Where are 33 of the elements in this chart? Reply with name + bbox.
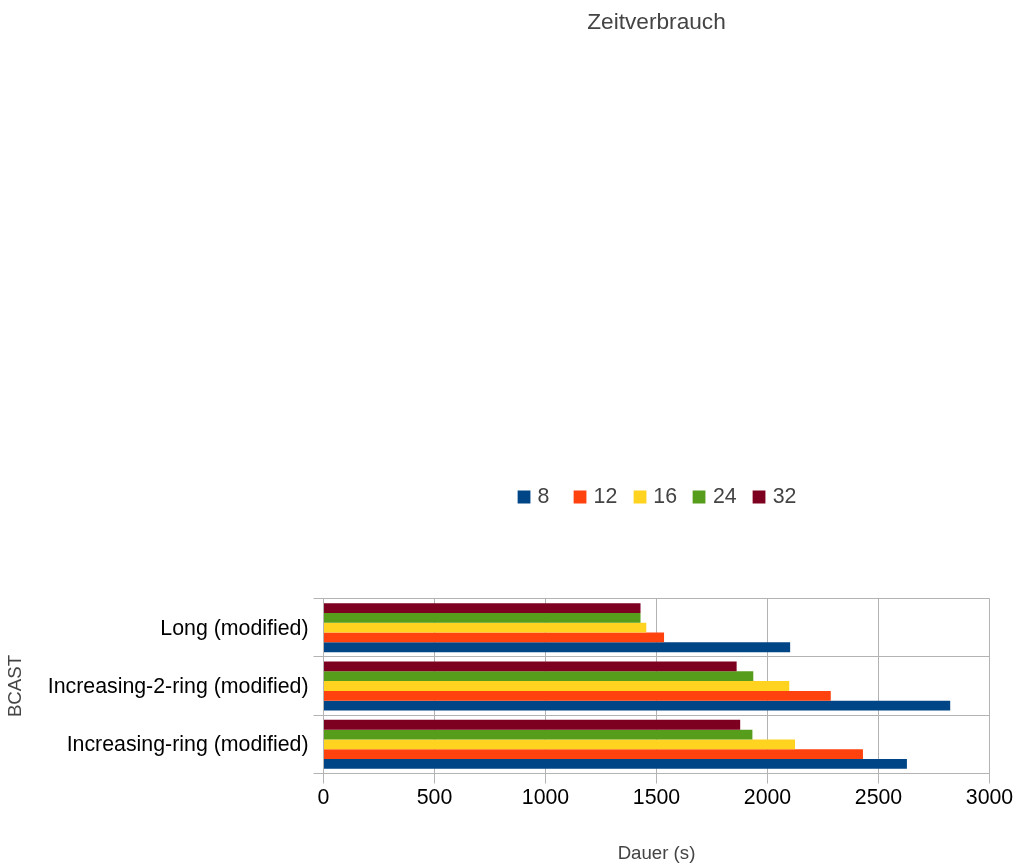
x-tick-label: 2500 <box>854 784 903 809</box>
bar <box>323 681 790 691</box>
legend-label: 16 <box>653 483 677 509</box>
bar <box>323 632 665 643</box>
y-axis-title: BCAST <box>3 654 25 718</box>
legend-label: 12 <box>593 483 618 509</box>
bar <box>323 671 754 682</box>
bar <box>323 642 791 653</box>
y-tick-label: Increasing-ring (modified) <box>66 732 309 757</box>
bar <box>323 729 753 740</box>
bar <box>323 700 951 711</box>
bar <box>323 690 831 701</box>
x-tick-label: 0 <box>317 784 330 809</box>
x-tick-label: 2000 <box>743 784 792 809</box>
bar <box>323 739 796 750</box>
y-tick-label: Increasing-2-ring (modified) <box>47 674 309 698</box>
x-axis-title: Dauer (s) <box>617 841 696 863</box>
bar <box>323 603 641 613</box>
legend-label: 24 <box>713 483 737 509</box>
x-tick-label: 3000 <box>965 784 1014 809</box>
bar <box>323 612 641 623</box>
legend-label: 32 <box>772 483 797 509</box>
bar <box>323 719 741 730</box>
x-tick-label: 500 <box>416 784 453 809</box>
bar <box>323 759 907 769</box>
bar <box>323 749 863 760</box>
x-tick-label: 1000 <box>521 784 570 809</box>
bar <box>323 622 647 633</box>
legend-label: 8 <box>537 483 551 509</box>
x-tick-label: 1500 <box>632 784 681 809</box>
chart-title: Zeitverbrauch <box>587 7 726 34</box>
y-tick-label: Long (modified) <box>160 615 309 640</box>
bar <box>323 661 737 672</box>
